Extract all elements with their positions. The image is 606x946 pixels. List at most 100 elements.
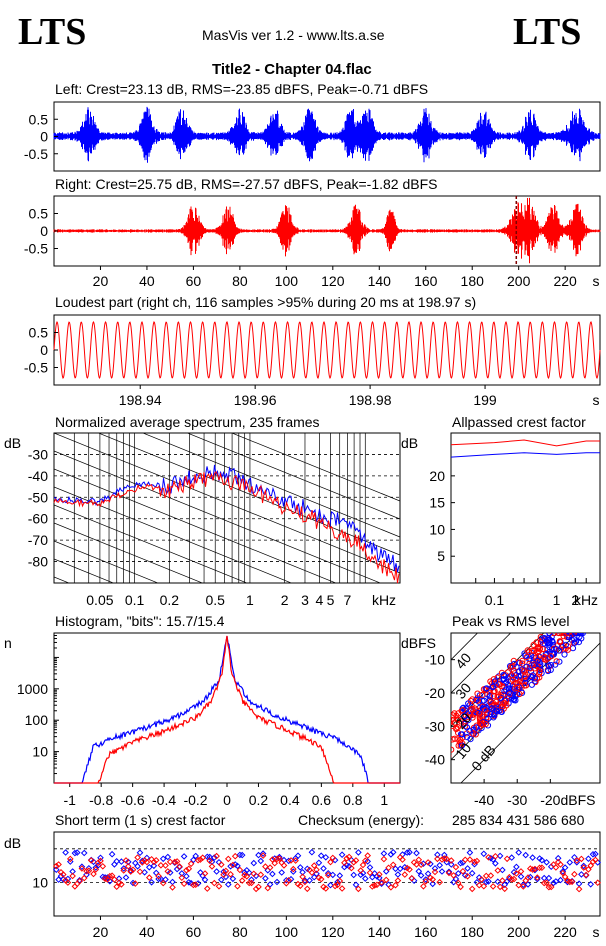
app-version: MasVis ver 1.2 - www.lts.a.se xyxy=(202,27,385,43)
peak-rms-point-left xyxy=(572,633,579,637)
short-term-point-left xyxy=(352,881,360,889)
short-term-point-right xyxy=(276,855,283,862)
short-term-point-right xyxy=(322,885,330,892)
short-term-point-right xyxy=(215,882,223,890)
short-term-point-right xyxy=(585,866,592,873)
short-term-point-right xyxy=(313,866,320,874)
short-term-point-left xyxy=(545,874,553,882)
short-term-point-left xyxy=(587,880,595,888)
short-term-point-right xyxy=(582,871,590,879)
short-term-point-right xyxy=(94,859,102,867)
loudest-x-tick-1: 198.96 xyxy=(234,392,277,408)
short-term-point-right xyxy=(540,879,548,887)
peak-rms-point-right xyxy=(461,719,468,726)
short-term-point-right xyxy=(494,867,502,874)
short-term-point-left xyxy=(315,859,323,867)
peak-rms-point-left xyxy=(569,645,577,652)
peak-rms-point-left xyxy=(571,636,578,643)
short-term-point-right xyxy=(227,870,234,878)
short-term-point-left xyxy=(136,849,144,857)
short-term-point-left xyxy=(580,862,588,870)
short-term-point-left xyxy=(508,854,516,861)
histogram-x-tick-4: -0.2 xyxy=(183,792,207,808)
short-term-point-right xyxy=(271,859,279,867)
short-term-point-right xyxy=(352,857,360,864)
short-term-point-left xyxy=(366,864,374,871)
short-term-point-left xyxy=(529,854,536,861)
short-term-point-right xyxy=(229,861,237,869)
short-term-point-left xyxy=(417,872,425,879)
loudest-y-tick-0: 0.5 xyxy=(29,325,49,341)
peak-rms-point-right xyxy=(564,633,571,637)
short-term-point-left xyxy=(71,849,79,857)
peak-rms-point-right xyxy=(521,682,528,689)
short-term-point-right xyxy=(301,878,309,886)
short-term-point-left xyxy=(554,854,562,862)
peak-rms-point-right xyxy=(482,707,489,714)
histogram-x-tick-5: 0 xyxy=(223,792,231,808)
peak-rms-point-left xyxy=(490,714,497,721)
short-term-point-left xyxy=(464,865,471,872)
peak-rms-point-right xyxy=(451,746,455,753)
short-term-x-tick-4: 100 xyxy=(275,924,299,940)
loudest-x-tick-0: 198.94 xyxy=(119,392,162,408)
short-term-point-left xyxy=(220,868,227,876)
short-term-point-left xyxy=(389,848,397,856)
short-term-point-right xyxy=(108,872,116,880)
short-term-point-right xyxy=(487,872,495,879)
right-x-tick-7: 160 xyxy=(414,273,438,289)
short-term-point-left xyxy=(113,857,121,865)
histogram-x-tick-10: 1 xyxy=(380,792,388,808)
short-term-x-tick-3: 80 xyxy=(232,924,248,940)
peak-rms-point-left xyxy=(510,695,517,703)
short-term-x-tick-0: 20 xyxy=(93,924,109,940)
spectrum-diag-14 xyxy=(54,613,400,753)
short-term-point-left xyxy=(543,858,550,866)
short-term-point-left xyxy=(334,878,341,886)
peak-rms-point-right xyxy=(454,716,461,723)
short-term-point-right xyxy=(64,879,72,886)
right-waveform-line xyxy=(53,197,601,264)
peak-rms-point-right xyxy=(519,657,526,665)
short-term-point-left xyxy=(524,881,532,888)
short-term-point-left xyxy=(364,858,372,865)
short-term-point-left xyxy=(396,865,404,873)
peak-rms-point-left xyxy=(522,679,529,687)
short-term-point-right xyxy=(394,877,402,884)
crest-x-tick-1: 1 xyxy=(553,592,561,608)
short-term-point-left xyxy=(108,850,116,858)
peak-rms-point-right xyxy=(503,702,510,709)
spectrum-x-unit: kHz xyxy=(372,592,396,608)
short-term-point-left xyxy=(424,870,432,878)
short-term-point-right xyxy=(264,884,272,892)
spectrum-y-tick-1: -40 xyxy=(28,468,48,484)
spectrum-x-tick-8: 5 xyxy=(327,592,335,608)
peak-rms-point-right xyxy=(521,673,528,680)
short-term-point-right xyxy=(355,885,362,893)
short-term-point-right xyxy=(55,861,62,868)
short-term-point-right xyxy=(392,881,399,889)
short-term-point-left xyxy=(183,872,190,880)
spectrum-y-tick-4: -70 xyxy=(28,532,48,548)
short-term-point-right xyxy=(324,871,332,879)
histogram-series-right xyxy=(54,635,400,784)
peak-rms-point-left xyxy=(556,658,563,665)
short-term-point-left xyxy=(585,855,592,863)
short-term-point-left xyxy=(519,881,527,889)
short-term-point-left xyxy=(190,856,197,864)
peak-rms-point-right xyxy=(482,720,489,728)
short-term-point-right xyxy=(443,855,451,863)
spectrum-y-tick-2: -50 xyxy=(28,489,48,505)
short-term-point-right xyxy=(408,874,416,882)
short-term-point-right xyxy=(575,885,583,893)
short-term-point-left xyxy=(394,871,402,878)
short-term-point-right xyxy=(552,864,560,871)
peak-rms-point-left xyxy=(552,645,560,653)
peak-rms-point-left xyxy=(543,638,550,645)
short-term-x-tick-6: 140 xyxy=(368,924,392,940)
crest-x-tick-2: 2 xyxy=(571,592,579,608)
peak-rms-point-right xyxy=(469,696,476,703)
short-term-point-right xyxy=(238,877,246,884)
short-term-point-right xyxy=(162,862,169,869)
